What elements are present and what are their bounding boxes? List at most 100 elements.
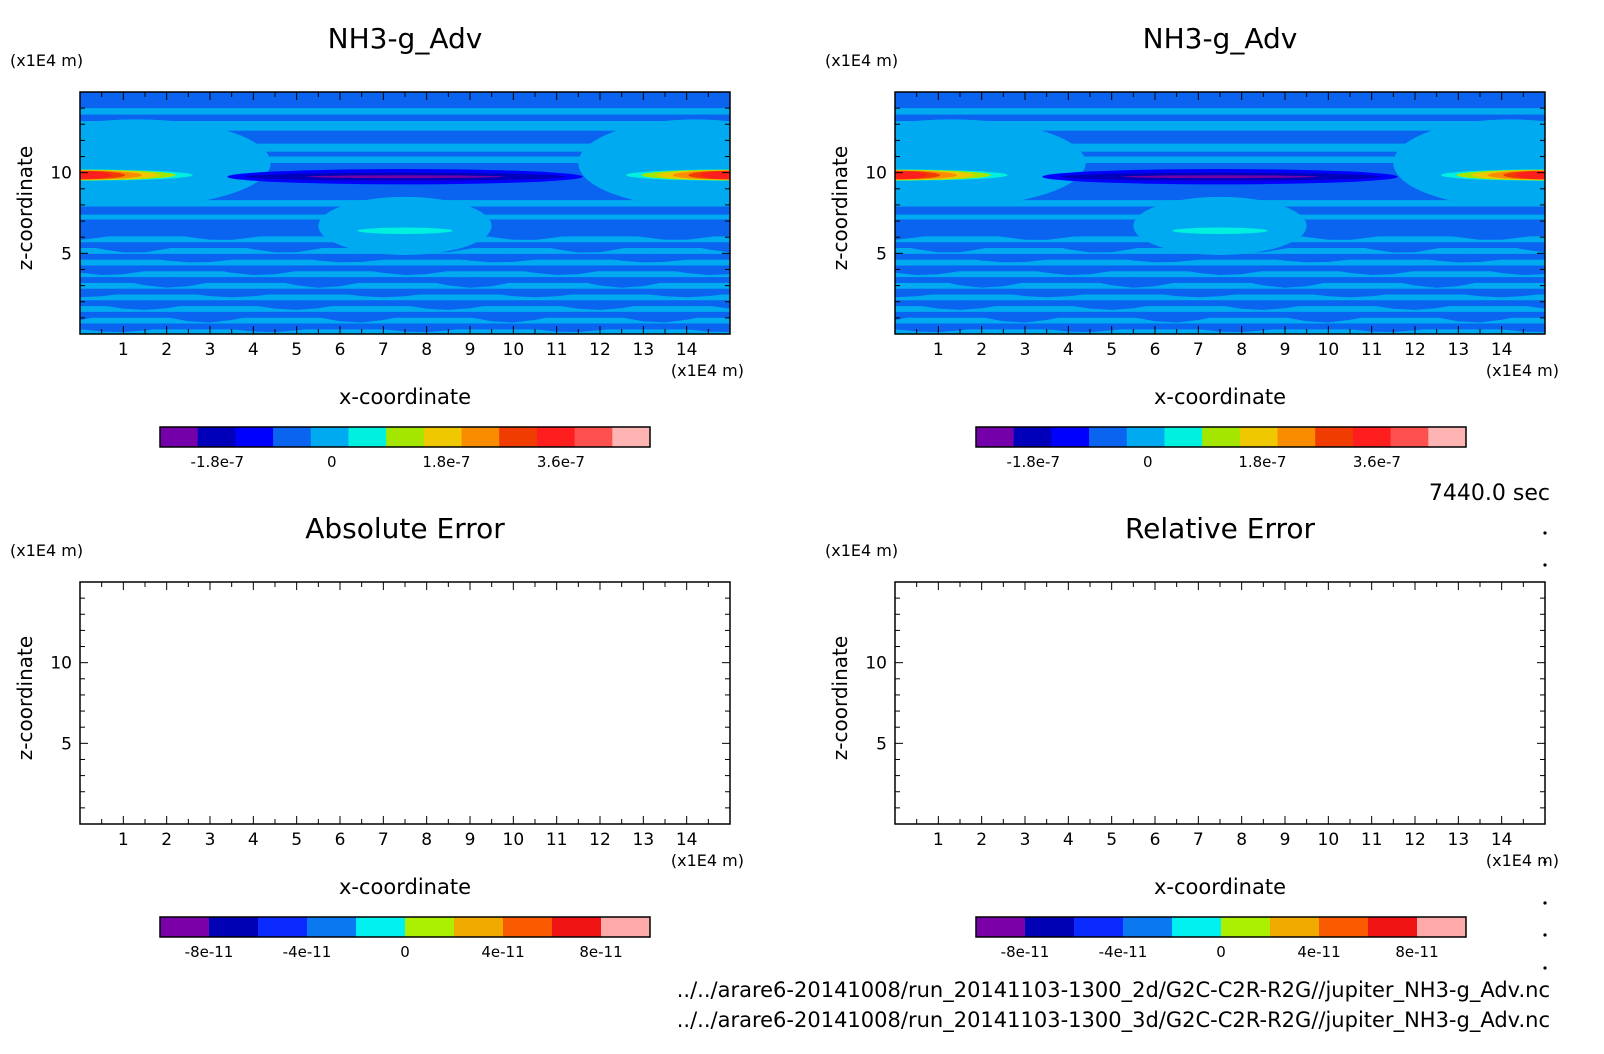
colorbar-swatch: [209, 917, 259, 937]
colorbar-tick-label: -4e-11: [1099, 943, 1148, 961]
colorbar-tick-label: -8e-11: [1001, 943, 1050, 961]
colorbar-swatch: [1202, 427, 1241, 447]
colorbar-swatch: [1352, 427, 1392, 447]
colorbar-tick-label: 4e-11: [1297, 943, 1340, 961]
file-path-3d: ../../arare6-20141008/run_20141103-1300_…: [676, 1008, 1550, 1032]
edge-dot: [1543, 933, 1547, 937]
x-tick-label: 7: [378, 340, 389, 360]
x-tick-label: 3: [205, 830, 216, 850]
x-tick-label: 10: [503, 340, 525, 360]
contour-band: [895, 295, 1545, 307]
x-tick-label: 4: [248, 830, 259, 850]
colorbar-swatch: [160, 917, 210, 937]
colorbar-tick-label: -8e-11: [185, 943, 234, 961]
colorbar-swatch: [1221, 917, 1271, 937]
colorbar-swatch: [976, 427, 1015, 447]
x-tick-label: 2: [976, 340, 987, 360]
edge-dot: [1543, 531, 1547, 535]
colorbar-frame: [975, 916, 1467, 938]
contour-band: [80, 156, 730, 163]
contour-lobe: [895, 119, 1086, 207]
colorbar-tick-label: -1.8e-7: [1007, 453, 1060, 471]
panel-title: Absolute Error: [305, 512, 505, 545]
x-tick-label: 11: [546, 340, 568, 360]
positive-lobe: [1172, 227, 1268, 234]
y-tick-label: 10: [865, 654, 887, 674]
colorbar-swatch: [454, 917, 504, 937]
y-tick-label: 5: [61, 734, 72, 754]
edge-dot: [1543, 901, 1547, 905]
colorbar: -8e-11 -4e-11 0 4e-11 8e-11: [975, 916, 1467, 961]
x-tick-label: 10: [503, 830, 525, 850]
colorbar-tick-label: 4e-11: [481, 943, 524, 961]
colorbar-swatch: [386, 427, 425, 447]
panel-title: NH3-g_Adv: [1143, 22, 1298, 55]
x-tick-label: 11: [1361, 340, 1383, 360]
contour-band: [80, 108, 730, 115]
contour-lobe: [1393, 119, 1545, 207]
colorbar-swatch: [1428, 427, 1467, 447]
colorbar-tick-label: 8e-11: [579, 943, 622, 961]
contour-band: [80, 295, 730, 307]
colorbar-swatch: [423, 427, 463, 447]
edge-dot: [1543, 563, 1547, 567]
edge-dot: [1543, 966, 1547, 970]
panel-3: Absolute Error(x1E4 m)1 2 3 4 5 6 7 8 9 10 11 12 13 1…: [10, 512, 744, 961]
colorbar: -1.8e-7 0 1.8e-7 3.6e-7: [159, 426, 651, 471]
colorbar-swatch: [1013, 427, 1052, 447]
contour-band: [895, 143, 1545, 152]
colorbar-swatch: [1315, 427, 1354, 447]
contour-band: [80, 242, 730, 254]
y-tick-label: 5: [61, 244, 72, 264]
contour-band: [895, 319, 1545, 330]
colorbar-swatch: [405, 917, 455, 937]
x-unit-label: (x1E4 m): [671, 851, 744, 870]
contour-lobe: [578, 119, 730, 207]
y-tick-label: 5: [876, 734, 887, 754]
colorbar-tick-label: -4e-11: [283, 943, 332, 961]
contour-band: [895, 326, 1545, 334]
colorbar-swatch: [235, 427, 274, 447]
colorbar-swatch: [976, 917, 1026, 937]
x-tick-label: 9: [1280, 830, 1291, 850]
colorbar-swatch: [503, 917, 553, 937]
y-tick-label: 10: [50, 654, 72, 674]
colorbar: -1.8e-7 0 1.8e-7 3.6e-7: [975, 426, 1467, 471]
colorbar-swatch: [1025, 917, 1075, 937]
panel-title: Relative Error: [1125, 512, 1316, 545]
x-tick-label: 10: [1318, 340, 1340, 360]
x-tick-label: 13: [1448, 340, 1470, 360]
colorbar-frame: [159, 426, 651, 448]
colorbar: -8e-11 -4e-11 0 4e-11 8e-11: [159, 916, 651, 961]
colorbar-swatch: [461, 427, 500, 447]
x-tick-label: 13: [1448, 830, 1470, 850]
contour-band: [895, 121, 1545, 131]
extreme-low: [307, 175, 503, 179]
colorbar-tick-label: 0: [327, 453, 337, 471]
x-unit-label: (x1E4 m): [1486, 851, 1559, 870]
time-label: 7440.0 sec: [1428, 481, 1550, 506]
x-tick-label: 9: [465, 830, 476, 850]
contour-lobe: [318, 196, 492, 255]
y-unit-label: (x1E4 m): [10, 51, 83, 70]
x-tick-label: 4: [1063, 830, 1074, 850]
x-tick-label: 11: [546, 830, 568, 850]
edge-dot: [1543, 860, 1547, 864]
x-axis-label: x-coordinate: [1154, 875, 1286, 899]
colorbar-swatch: [1417, 917, 1467, 937]
x-tick-label: 7: [1193, 830, 1204, 850]
y-axis-label: z-coordinate: [828, 636, 852, 760]
y-unit-label: (x1E4 m): [825, 51, 898, 70]
contour-band: [80, 143, 730, 152]
colorbar-swatch: [1164, 427, 1203, 447]
x-tick-label: 8: [1236, 830, 1247, 850]
x-tick-label: 12: [1404, 830, 1426, 850]
x-tick-label: 1: [118, 830, 129, 850]
contour-lobe: [80, 119, 271, 207]
colorbar-tick-label: 8e-11: [1395, 943, 1438, 961]
colorbar-swatch: [1390, 427, 1429, 447]
colorbar-swatch: [1239, 427, 1279, 447]
colorbar-swatch: [1074, 917, 1124, 937]
colorbar-swatch: [1089, 427, 1128, 447]
